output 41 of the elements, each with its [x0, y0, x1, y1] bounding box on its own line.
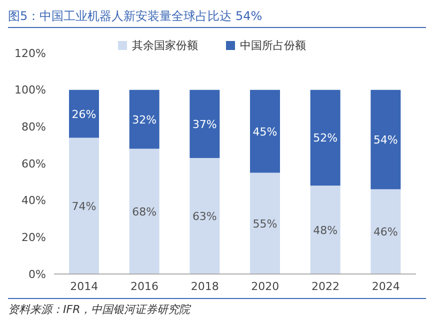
y-tick-label: 20% [22, 231, 46, 244]
y-tick-label: 120% [14, 46, 46, 60]
bar [310, 186, 340, 274]
x-tick-label: 2020 [251, 280, 280, 293]
y-tick-label: 0% [28, 268, 46, 281]
x-tick-label: 2022 [312, 280, 340, 293]
bar [250, 172, 280, 274]
bar [69, 138, 99, 274]
y-tick-label: 100% [14, 84, 46, 97]
y-tick-label: 40% [22, 194, 46, 208]
y-tick-label: 80% [22, 120, 46, 134]
bar [250, 90, 280, 173]
y-tick-label: 60% [22, 157, 46, 170]
bar [310, 90, 340, 186]
chart-title: 图5：中国工业机器人新安装量全球占比达 54% [8, 8, 426, 28]
data-label: 37% [192, 118, 217, 131]
text: 资料来源：IFR，中国银河证券研究院 [8, 298, 426, 317]
legend-label: 中国所占份额 [239, 38, 306, 53]
bar [370, 90, 401, 190]
bar [129, 148, 160, 274]
bar [190, 158, 220, 274]
bar [129, 90, 160, 149]
data-label: 32% [132, 113, 157, 126]
bar [370, 189, 401, 274]
x-tick-label: 2016 [130, 280, 158, 293]
data-label: 52% [313, 132, 338, 145]
data-label: 68% [132, 205, 157, 218]
data-label: 74% [72, 200, 96, 213]
x-tick-label: 2024 [372, 280, 400, 293]
data-label: 26% [72, 108, 96, 121]
data-label: 63% [192, 210, 217, 223]
data-label: 45% [252, 125, 278, 138]
data-label: 48% [313, 224, 338, 237]
bar [69, 90, 99, 138]
x-tick-label: 2014 [70, 280, 98, 293]
data-label: 54% [373, 134, 398, 147]
data-label: 46% [373, 226, 398, 239]
bar [190, 90, 220, 158]
x-tick-label: 2018 [190, 280, 219, 293]
legend-label: 其余国家份额 [131, 38, 198, 53]
data-label: 55% [252, 217, 278, 230]
